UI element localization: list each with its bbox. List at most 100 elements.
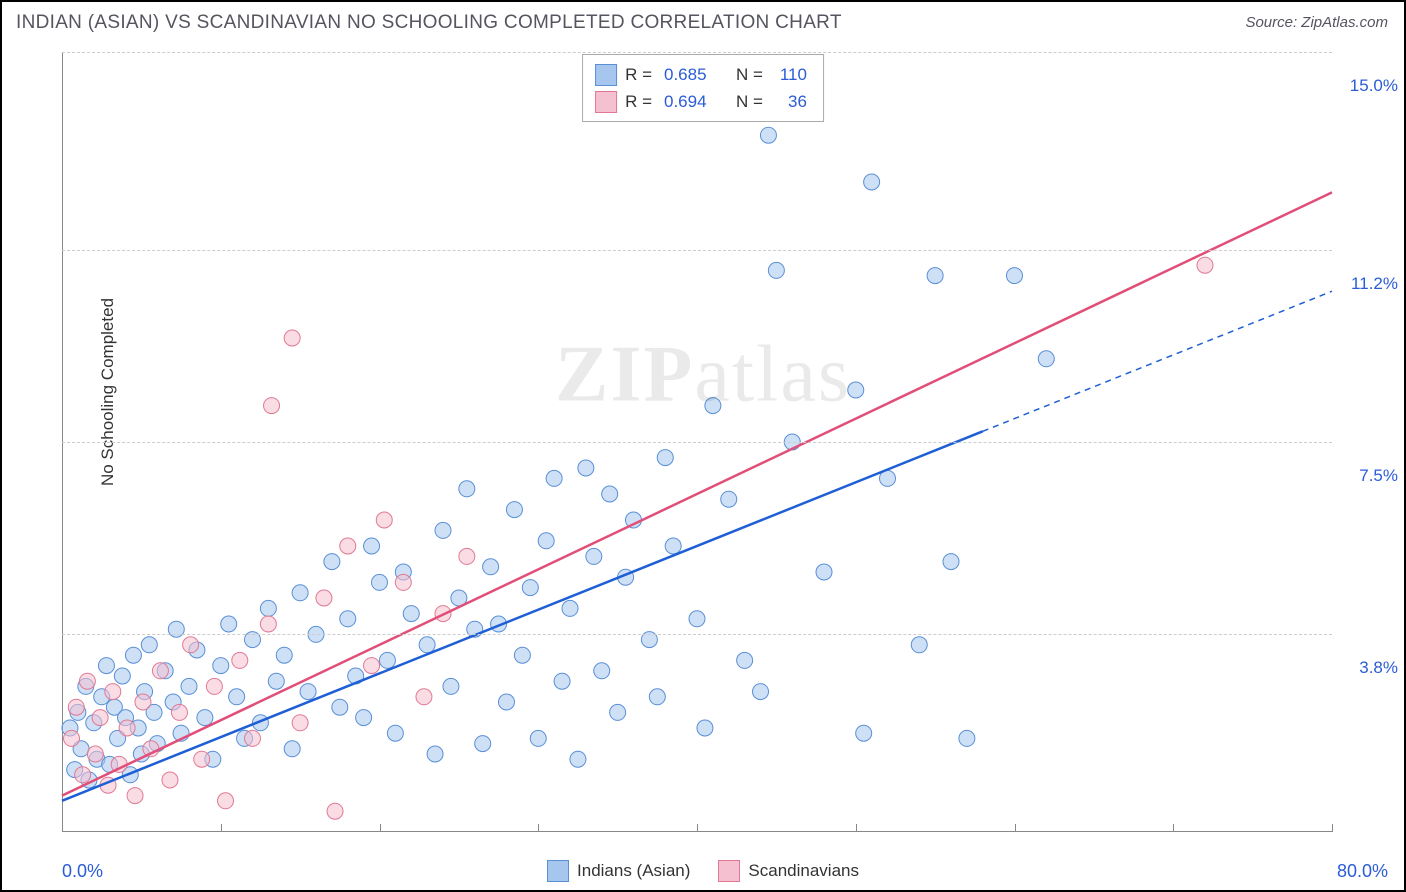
x-tick: [1332, 824, 1333, 832]
x-tick: [1173, 824, 1174, 832]
y-tick-label: 3.8%: [1359, 658, 1398, 678]
scatter-point: [68, 699, 84, 715]
scatter-point: [753, 684, 769, 700]
legend-swatch: [595, 64, 617, 86]
scatter-point: [387, 725, 403, 741]
scatter-point: [171, 704, 187, 720]
scatter-point: [292, 585, 308, 601]
scatter-point: [284, 741, 300, 757]
scatter-point: [689, 611, 705, 627]
scatter-point: [141, 637, 157, 653]
scatter-point: [594, 663, 610, 679]
legend-row: R =0.685 N =110: [595, 61, 811, 88]
trend-line: [62, 192, 1332, 795]
legend-swatch: [595, 91, 617, 113]
scatter-point: [546, 470, 562, 486]
scatter-point: [379, 652, 395, 668]
legend-series-item: Indians (Asian): [547, 860, 690, 882]
scatter-point: [721, 491, 737, 507]
scatter-point: [316, 590, 332, 606]
plot-area: 3.8%7.5%11.2%15.0%: [62, 52, 1332, 832]
gridline-h: [62, 442, 1332, 443]
gridline-h: [62, 250, 1332, 251]
x-tick: [1015, 824, 1016, 832]
legend-n-label: N =: [736, 88, 763, 115]
scatter-point: [649, 689, 665, 705]
scatter-point: [300, 684, 316, 700]
scatter-point: [376, 512, 392, 528]
scatter-point: [737, 652, 753, 668]
scatter-point: [114, 668, 130, 684]
scatter-point: [181, 678, 197, 694]
legend-n-label: N =: [736, 61, 763, 88]
scatter-point: [194, 751, 210, 767]
legend-swatch: [718, 860, 740, 882]
scatter-point: [292, 715, 308, 731]
x-min-label: 0.0%: [62, 861, 103, 882]
scatter-point: [125, 647, 141, 663]
x-tick: [380, 824, 381, 832]
scatter-point: [372, 574, 388, 590]
source-label: Source: ZipAtlas.com: [1245, 14, 1388, 31]
legend-r-label: R =: [625, 88, 652, 115]
chart-container: INDIAN (ASIAN) VS SCANDINAVIAN NO SCHOOL…: [0, 0, 1406, 892]
scatter-point: [395, 574, 411, 590]
scatter-point: [197, 710, 213, 726]
scatter-point: [356, 710, 372, 726]
scatter-point: [119, 720, 135, 736]
legend-r-value: 0.685: [664, 61, 707, 88]
y-tick-label: 15.0%: [1350, 76, 1398, 96]
scatter-point: [364, 658, 380, 674]
scatter-point: [848, 382, 864, 398]
scatter-point: [1007, 268, 1023, 284]
scatter-point: [268, 673, 284, 689]
trend-line-dashed: [983, 291, 1332, 431]
scatter-point: [856, 725, 872, 741]
scatter-point: [221, 616, 237, 632]
scatter-point: [578, 460, 594, 476]
scatter-point: [864, 174, 880, 190]
scatter-point: [1197, 257, 1213, 273]
scatter-point: [213, 658, 229, 674]
x-tick: [856, 824, 857, 832]
scatter-point: [530, 730, 546, 746]
scatter-point: [340, 538, 356, 554]
scatter-point: [927, 268, 943, 284]
scatter-point: [475, 736, 491, 752]
scatter-point: [105, 684, 121, 700]
scatter-point: [229, 689, 245, 705]
scatter-point: [206, 678, 222, 694]
scatter-point: [459, 481, 475, 497]
scatter-point: [760, 127, 776, 143]
scatter-point: [135, 694, 151, 710]
scatter-point: [1038, 351, 1054, 367]
x-tick: [62, 824, 63, 832]
scatter-point: [522, 580, 538, 596]
legend-swatch: [547, 860, 569, 882]
chart-title: INDIAN (ASIAN) VS SCANDINAVIAN NO SCHOOL…: [16, 12, 842, 34]
scatter-point: [665, 538, 681, 554]
scatter-point: [602, 486, 618, 502]
legend-n-value: 36: [775, 88, 807, 115]
x-tick: [221, 824, 222, 832]
scatter-point: [332, 699, 348, 715]
scatter-point: [324, 554, 340, 570]
legend-correlation: R =0.685 N =110R =0.694 N =36: [582, 54, 824, 122]
gridline-h: [62, 634, 1332, 635]
gridline-h: [62, 52, 1332, 53]
x-max-label: 80.0%: [1337, 861, 1388, 882]
scatter-point: [127, 788, 143, 804]
legend-r-label: R =: [625, 61, 652, 88]
scatter-point: [264, 398, 280, 414]
scatter-point: [419, 637, 435, 653]
scatter-point: [92, 710, 108, 726]
scatter-point: [260, 600, 276, 616]
scatter-point: [435, 522, 451, 538]
trend-line: [62, 431, 983, 800]
scatter-point: [562, 600, 578, 616]
scatter-point: [260, 616, 276, 632]
scatter-point: [443, 678, 459, 694]
scatter-point: [183, 637, 199, 653]
scatter-point: [816, 564, 832, 580]
legend-r-value: 0.694: [664, 88, 707, 115]
